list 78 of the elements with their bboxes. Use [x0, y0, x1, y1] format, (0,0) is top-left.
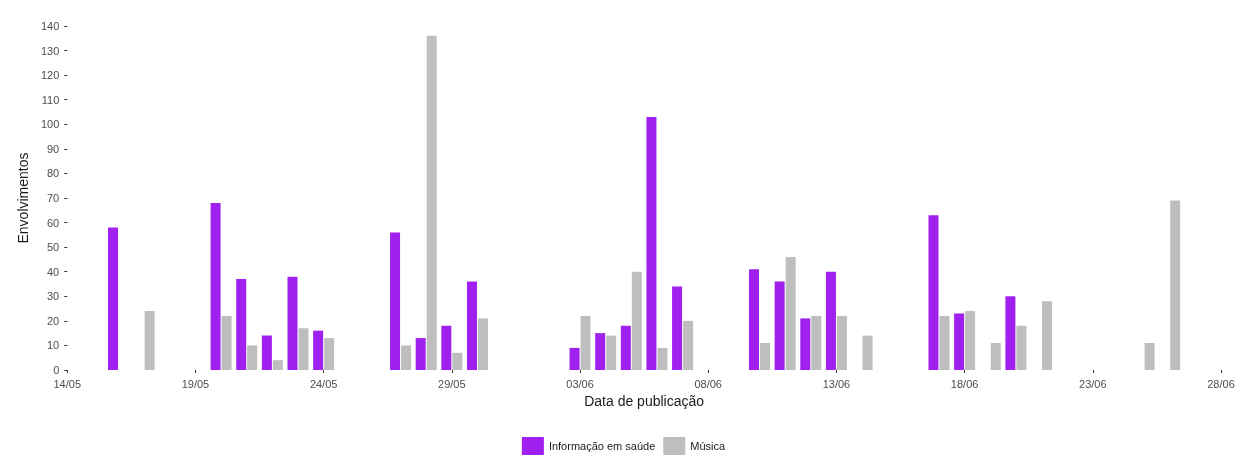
bar: [210, 202, 221, 370]
x-tick-label: 08/06: [694, 377, 722, 390]
bar: [261, 335, 272, 370]
x-tick-label: 18/06: [950, 377, 979, 390]
y-tick-label: 100: [40, 118, 60, 131]
bar: [646, 116, 657, 370]
bar: [580, 315, 591, 370]
bar: [862, 335, 873, 370]
bar: [287, 276, 298, 370]
legend-label: Informação em saúde: [548, 440, 656, 452]
y-tick-label: 80: [47, 167, 60, 180]
bar: [477, 318, 488, 370]
bar: [811, 315, 822, 370]
bar: [452, 352, 463, 370]
y-tick-label: 40: [47, 265, 60, 278]
bar: [144, 311, 155, 370]
bar: [236, 279, 247, 370]
y-tick-label: 20: [47, 314, 60, 327]
bar: [606, 335, 617, 370]
bar: [631, 271, 642, 370]
bar: [683, 320, 694, 370]
legend-label: Música: [690, 440, 726, 452]
bar: [749, 269, 759, 370]
bar: [298, 328, 309, 370]
bar: [313, 330, 324, 370]
bar: [1170, 200, 1181, 370]
bar: [108, 227, 119, 370]
bar: [928, 215, 939, 370]
bar: [221, 315, 232, 370]
bar: [1042, 301, 1053, 370]
y-tick-label: 90: [47, 142, 60, 155]
bar: [939, 315, 950, 370]
x-tick-label: 29/05: [438, 377, 466, 390]
x-tick-label: 23/06: [1079, 377, 1107, 390]
y-tick-label: 50: [47, 241, 60, 254]
bar: [595, 333, 606, 370]
x-tick-label: 19/05: [181, 377, 210, 390]
y-tick-label: 130: [40, 44, 60, 57]
bar: [774, 281, 785, 370]
bar: [426, 35, 437, 370]
bar: [569, 347, 580, 370]
bar: [1005, 296, 1016, 370]
bar: [415, 338, 426, 370]
y-axis-title: Envolvimentos: [15, 152, 31, 244]
bar: [272, 360, 283, 370]
x-tick-label: 03/06: [566, 377, 594, 390]
bar: [954, 313, 965, 370]
y-tick-label: 140: [40, 20, 60, 32]
x-tick-label: 24/05: [309, 377, 338, 390]
bar: [390, 232, 401, 370]
y-tick-label: 0: [53, 364, 60, 376]
bar: [657, 347, 668, 370]
bar: [1144, 342, 1155, 370]
bar: [401, 345, 412, 370]
bar: [965, 311, 976, 370]
x-axis-title: Data de publicação: [584, 392, 705, 409]
y-tick-label: 10: [47, 339, 60, 352]
y-tick-label: 120: [40, 69, 60, 82]
bar: [760, 342, 770, 370]
bar: [441, 325, 452, 370]
bar: [672, 286, 683, 370]
y-tick-label: 70: [47, 192, 60, 204]
bar: [836, 315, 847, 370]
y-tick-label: 30: [47, 290, 60, 303]
x-tick-label: 13/06: [822, 377, 851, 390]
bar: [785, 256, 796, 370]
y-tick-label: 60: [47, 216, 60, 229]
bar: [247, 345, 258, 370]
x-tick-label: 28/06: [1207, 377, 1235, 390]
x-tick-label: 14/05: [53, 377, 82, 390]
bar: [620, 325, 631, 370]
bar: [825, 271, 836, 370]
y-tick-label: 110: [41, 93, 60, 106]
bar: [1016, 325, 1027, 370]
bar: [800, 318, 811, 370]
bar: [466, 281, 477, 370]
bar: [990, 342, 1001, 370]
bar: [324, 338, 335, 370]
